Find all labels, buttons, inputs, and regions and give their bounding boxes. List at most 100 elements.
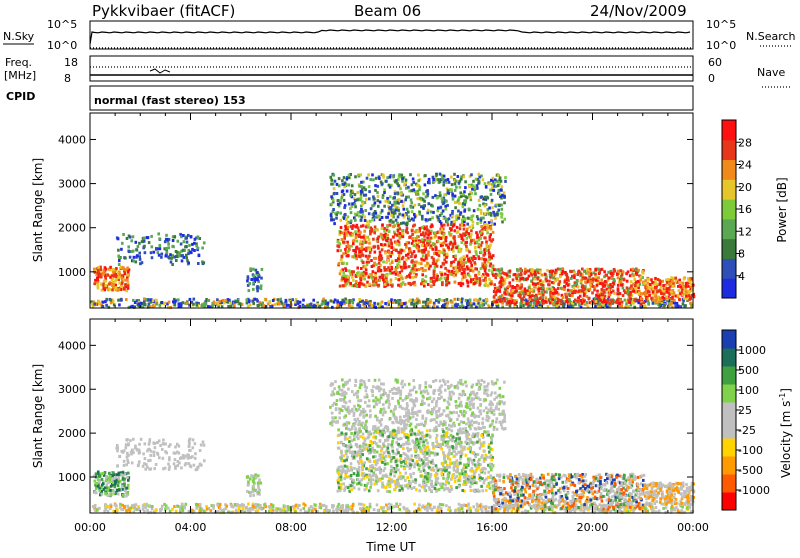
power-cell bbox=[638, 292, 641, 295]
power-cell bbox=[384, 283, 387, 286]
velocity-cell bbox=[177, 464, 180, 467]
power-cell bbox=[551, 288, 554, 291]
power-cell bbox=[675, 280, 678, 283]
power-cell bbox=[603, 275, 606, 278]
power-cell bbox=[400, 193, 403, 196]
power-cell bbox=[472, 270, 475, 273]
power-cell bbox=[399, 274, 402, 277]
velocity-cell bbox=[135, 503, 138, 506]
velocity-cell bbox=[110, 485, 113, 488]
power-cell bbox=[213, 301, 216, 304]
power-cell bbox=[540, 301, 543, 304]
power-cell bbox=[363, 194, 366, 197]
power-cell bbox=[414, 204, 417, 207]
velocity-cell bbox=[116, 473, 119, 476]
velocity-cell bbox=[112, 510, 115, 513]
power-cell bbox=[627, 270, 630, 273]
power-cell bbox=[464, 186, 467, 189]
power-cell bbox=[436, 197, 439, 200]
power-cell bbox=[346, 241, 349, 244]
power-cell bbox=[430, 210, 433, 213]
power-cell bbox=[565, 293, 568, 296]
power-cell bbox=[143, 245, 146, 248]
power-cell bbox=[372, 195, 375, 198]
power-cell bbox=[397, 192, 400, 195]
power-cell bbox=[134, 301, 137, 304]
power-cell bbox=[392, 221, 395, 224]
power-cell bbox=[129, 256, 132, 259]
power-cell bbox=[136, 254, 139, 257]
power-cell bbox=[422, 305, 425, 308]
power-cell bbox=[600, 279, 603, 282]
power-cell bbox=[520, 286, 523, 289]
power-cell bbox=[355, 257, 358, 260]
power-cell bbox=[672, 285, 675, 288]
velocity-cell bbox=[206, 508, 209, 511]
power-cell bbox=[554, 300, 557, 303]
power-cell bbox=[501, 220, 504, 223]
power-cell bbox=[346, 262, 349, 265]
velocity-cell bbox=[418, 504, 421, 507]
power-cell bbox=[551, 298, 554, 301]
power-cell bbox=[390, 281, 393, 284]
power-cell bbox=[689, 302, 692, 305]
power-cell bbox=[425, 275, 428, 278]
power-cell bbox=[452, 246, 455, 249]
velocity-cell bbox=[101, 478, 104, 481]
power-cell bbox=[491, 199, 494, 202]
power-cell bbox=[542, 286, 545, 289]
power-cell bbox=[416, 184, 419, 187]
power-cell bbox=[576, 279, 579, 282]
velocity-cell bbox=[153, 451, 156, 454]
power-cell bbox=[391, 261, 394, 264]
power-cell bbox=[661, 280, 664, 283]
power-cell bbox=[549, 273, 552, 276]
power-cell bbox=[340, 259, 343, 262]
power-cell bbox=[403, 183, 406, 186]
power-cell bbox=[659, 279, 662, 282]
power-cell bbox=[458, 266, 461, 269]
power-cell bbox=[596, 290, 599, 293]
power-cell bbox=[489, 235, 492, 238]
power-cell bbox=[248, 282, 251, 285]
power-cell bbox=[503, 201, 506, 204]
power-cell bbox=[361, 210, 364, 213]
power-cell bbox=[390, 239, 393, 242]
power-cell bbox=[143, 297, 146, 300]
velocity-cell bbox=[406, 507, 409, 510]
colorbar-segment bbox=[722, 199, 736, 219]
power-cell bbox=[688, 291, 691, 294]
velocity-cell bbox=[202, 441, 205, 444]
power-cell bbox=[634, 284, 637, 287]
power-cell bbox=[385, 200, 388, 203]
velocity-cell bbox=[148, 443, 151, 446]
power-cell bbox=[257, 304, 260, 307]
colorbar-tick-label: 28 bbox=[738, 136, 752, 149]
power-cell bbox=[369, 251, 372, 254]
power-cell bbox=[425, 257, 428, 260]
power-cell bbox=[347, 276, 350, 279]
velocity-cell bbox=[159, 508, 162, 511]
power-cell bbox=[427, 209, 430, 212]
power-cell bbox=[141, 261, 144, 264]
power-cell bbox=[362, 261, 365, 264]
power-cell bbox=[490, 179, 493, 182]
power-cell bbox=[374, 189, 377, 192]
power-cell bbox=[606, 299, 609, 302]
power-cell bbox=[360, 267, 363, 270]
power-cell bbox=[481, 275, 484, 278]
power-cell bbox=[256, 285, 259, 288]
power-cell bbox=[392, 175, 395, 178]
power-cell bbox=[685, 290, 688, 293]
velocity-cell bbox=[114, 481, 117, 484]
power-cell bbox=[493, 223, 496, 226]
power-cell bbox=[151, 245, 154, 248]
power-cell bbox=[410, 255, 413, 258]
power-cell bbox=[343, 199, 346, 202]
power-cell bbox=[416, 298, 419, 301]
power-cell bbox=[383, 227, 386, 230]
power-cell bbox=[474, 189, 477, 192]
power-cell bbox=[341, 179, 344, 182]
freq-tick-top: 18 bbox=[64, 56, 78, 69]
